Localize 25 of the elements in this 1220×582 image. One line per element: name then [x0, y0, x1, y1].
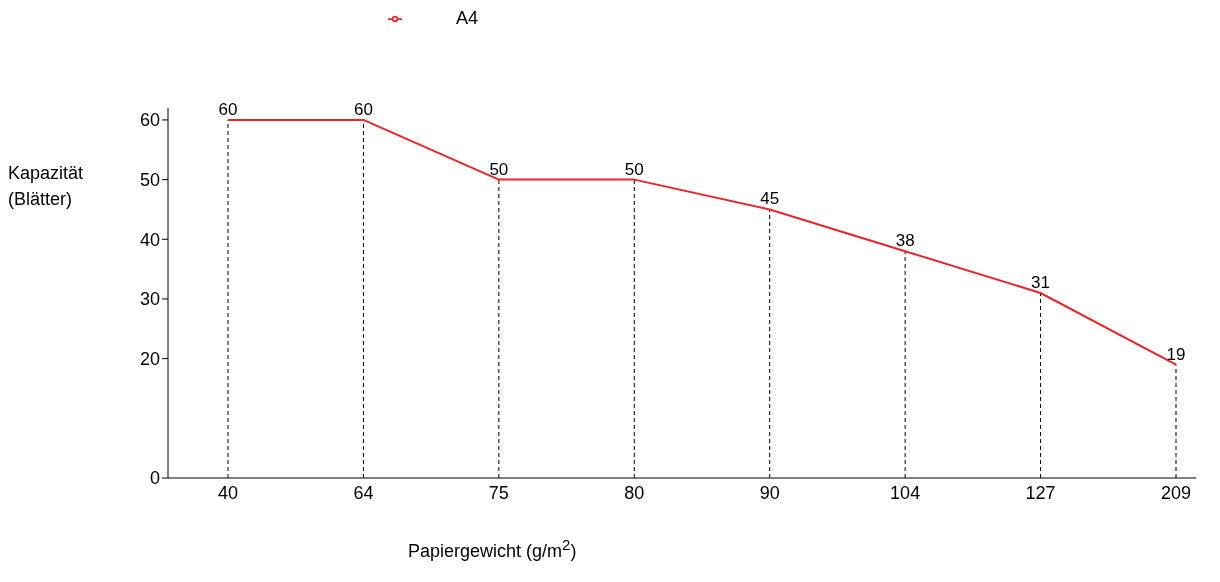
text: A4 — [456, 8, 479, 28]
data-label: 45 — [760, 189, 780, 209]
y-tick-label: 60 — [139, 110, 160, 131]
data-label: 50 — [624, 159, 644, 179]
data-label: 38 — [895, 231, 915, 251]
x-axis-title: Papiergewicht (g/m$^{2}$) — [408, 536, 577, 562]
data-label: 60 — [218, 99, 238, 119]
x-tick-label: 80 — [624, 482, 645, 503]
x-tick-label: 127 — [1025, 482, 1056, 503]
data-label: 19 — [1166, 344, 1186, 364]
data-label: 60 — [353, 99, 373, 119]
data-label: 31 — [1031, 273, 1051, 292]
x-tick-label: 104 — [890, 482, 921, 503]
y-tick-label: 40 — [139, 229, 160, 250]
y-axis-title: Kapazität (Blätter) — [8, 162, 85, 211]
x-tick-label: 75 — [488, 482, 509, 503]
y-tick-label: 30 — [139, 289, 160, 310]
x-tick-label: 209 — [1160, 482, 1192, 503]
x-tick-label: 90 — [759, 482, 780, 503]
y-tick-label: 20 — [139, 349, 160, 370]
x-tick-label: 64 — [353, 482, 374, 503]
y-tick-label: 0 — [149, 468, 160, 489]
y-tick-label: 50 — [139, 170, 160, 190]
data-label: 50 — [489, 159, 509, 179]
x-tick-label: 40 — [217, 482, 239, 503]
